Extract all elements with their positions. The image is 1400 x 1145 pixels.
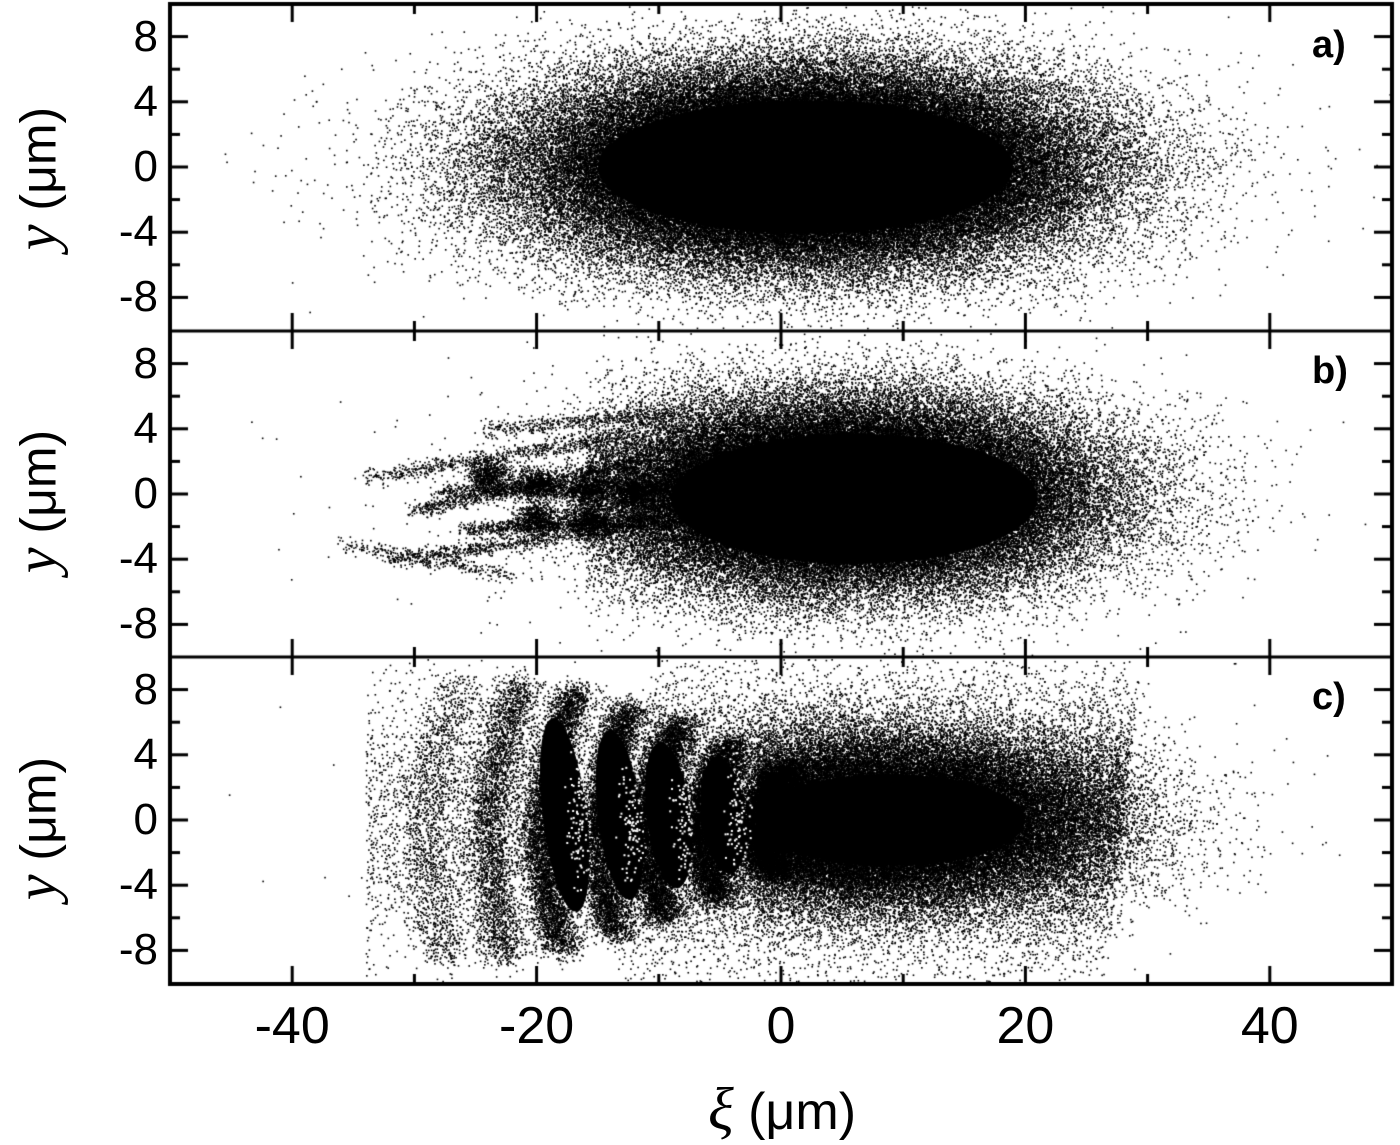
ylabel-symbol: y: [3, 874, 69, 901]
panel-label-a: a): [1312, 24, 1346, 66]
x-axis-label: ξ (μm): [582, 1075, 982, 1144]
x-tick-label: 40: [1240, 997, 1299, 1055]
ylabel-panel-b: y (μm): [3, 392, 70, 612]
y-tick-label: 0: [133, 795, 158, 844]
y-tick-label: 4: [133, 729, 158, 779]
y-tick-label: 8: [133, 338, 158, 388]
y-tick-label: -8: [118, 599, 158, 649]
y-tick-label: -8: [118, 272, 158, 322]
x-tick-label: -40: [254, 997, 330, 1055]
panel-label-c: c): [1312, 676, 1346, 718]
y-tick-label: 8: [133, 664, 158, 714]
ylabel-unit: (μm): [10, 106, 67, 211]
ylabel-unit: (μm): [10, 756, 67, 861]
y-tick-label: -8: [118, 925, 158, 975]
y-tick-label: 4: [133, 76, 158, 126]
y-tick-label: 0: [133, 469, 158, 518]
ylabel-panel-c: y (μm): [3, 719, 70, 939]
xlabel-unit: (μm): [748, 1083, 857, 1141]
y-tick-label: 8: [133, 11, 158, 61]
x-tick-label: -20: [499, 997, 575, 1055]
ylabel-panel-a: y (μm): [3, 69, 70, 289]
y-tick-label: -4: [118, 207, 158, 257]
y-tick-label: 0: [133, 142, 158, 191]
panel-label-b: b): [1312, 350, 1348, 392]
y-tick-label: -4: [118, 860, 158, 910]
y-tick-label: 4: [133, 403, 158, 453]
x-tick-label: 0: [766, 997, 796, 1055]
ylabel-symbol: y: [3, 224, 69, 251]
x-tick-label: 20: [996, 997, 1055, 1055]
xlabel-symbol: ξ: [707, 1076, 734, 1142]
ylabel-symbol: y: [3, 547, 69, 574]
y-tick-label: -4: [118, 534, 158, 584]
ylabel-unit: (μm): [10, 429, 67, 534]
